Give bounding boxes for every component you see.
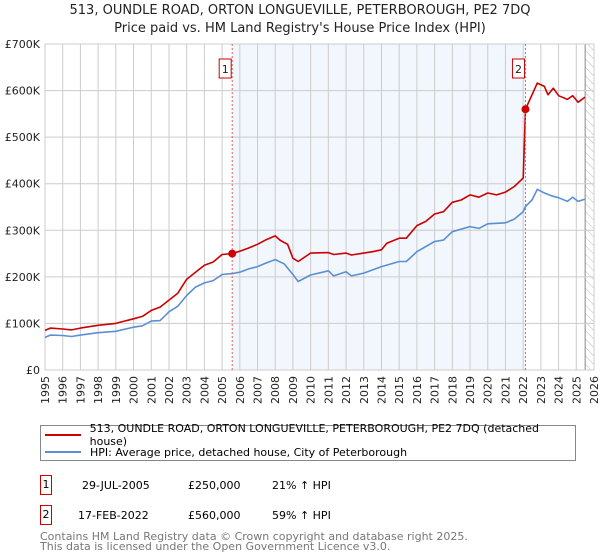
x-tick-label: 2018 [446,376,459,404]
transaction-hpi: 59% ↑ HPI [272,508,331,522]
y-tick-label: £400K [5,178,41,191]
hatched-future-region [585,44,594,370]
legend-swatch-red [45,434,81,436]
price-chart: 1 2 1995 1996 1997 1998 1999 2000 2001 2002 2003 20… [5,38,600,404]
legend-swatch-blue [45,451,81,453]
x-tick-label: 2017 [429,376,442,404]
x-tick-label: 1998 [92,376,105,404]
x-tick-label: 2010 [305,376,318,404]
shaded-ownership-range [232,44,526,370]
legend-label: 513, OUNDLE ROAD, ORTON LONGUEVILLE, PET… [89,422,540,448]
transaction-row: 1 29-JUL-2005 £250,000 21% ↑ HPI [40,475,331,495]
x-tick-label: 2025 [570,376,583,404]
x-tick-label: 2009 [287,376,300,404]
y-tick-label: £100K [5,317,41,330]
x-tick-label: 2004 [198,376,211,404]
sale-label-box [218,58,232,79]
legend-item-property: 513, OUNDLE ROAD, ORTON LONGUEVILLE, PET… [45,422,575,448]
transaction-price: £250,000 [188,478,241,492]
legend: 513, OUNDLE ROAD, ORTON LONGUEVILLE, PET… [40,422,576,461]
sale-point [228,249,237,258]
transaction-date: 29-JUL-2005 [82,478,150,492]
x-tick-label: 2016 [411,376,424,404]
footer-licence: This data is licensed under the Open Gov… [40,540,391,553]
y-tick-label: £600K [5,85,41,98]
x-tick-label: 2007 [252,376,265,404]
x-tick-label: 2006 [234,376,247,404]
transaction-date: 17-FEB-2022 [78,508,149,522]
x-tick-label: 2003 [181,376,194,404]
x-tick-label: 2015 [393,376,406,404]
x-tick-label: 2024 [553,376,566,404]
sale-point [521,105,530,114]
footer-copyright: Contains HM Land Registry data © Crown c… [40,530,468,543]
hpi-line [44,188,586,339]
sale-label: 1 [222,63,229,76]
transaction-marker: 1 [40,475,52,495]
x-tick-label: 2008 [269,376,282,404]
x-tick-label: 1999 [110,376,123,404]
property-price-line [44,82,586,332]
x-tick-label: 2005 [216,376,229,404]
transaction-row: 2 17-FEB-2022 £560,000 59% ↑ HPI [40,505,331,525]
transaction-price: £560,000 [188,508,241,522]
legend-label: HPI: Average price, detached house, City… [90,445,408,459]
x-tick-label: 2023 [535,376,548,404]
transaction-hpi: 21% ↑ HPI [272,478,331,492]
x-tick-label: 2002 [163,376,176,404]
x-tick-label: 2021 [499,376,512,404]
x-tick-label: 2011 [322,376,335,404]
x-tick-label: 2012 [340,376,353,404]
y-tick-label: £500K [5,131,41,144]
x-tick-label: 2020 [482,376,495,404]
x-tick-label: 1997 [74,376,87,404]
chart-title: 513, OUNDLE ROAD, ORTON LONGUEVILLE, PET… [69,3,531,18]
x-tick-label: 2022 [517,376,530,404]
x-tick-label: 2013 [358,376,371,404]
y-tick-label: £0 [26,364,40,377]
x-tick-label: 2001 [145,376,158,404]
x-tick-label: 1995 [39,376,52,404]
transaction-marker: 2 [40,505,52,525]
y-tick-label: £300K [5,224,41,237]
y-tick-label: £700K [5,38,41,51]
x-tick-label: 2026 [588,376,600,404]
legend-item-hpi: HPI: Average price, detached house, City… [45,444,407,460]
sale-label: 2 [515,63,522,76]
x-tick-label: 2014 [375,376,388,404]
x-tick-label: 1996 [57,376,70,404]
x-tick-label: 2000 [128,376,141,404]
chart-subtitle: Price paid vs. HM Land Registry's House … [114,21,486,36]
sale-label-box [511,58,525,79]
y-tick-label: £200K [5,271,41,284]
x-tick-label: 2019 [464,376,477,404]
